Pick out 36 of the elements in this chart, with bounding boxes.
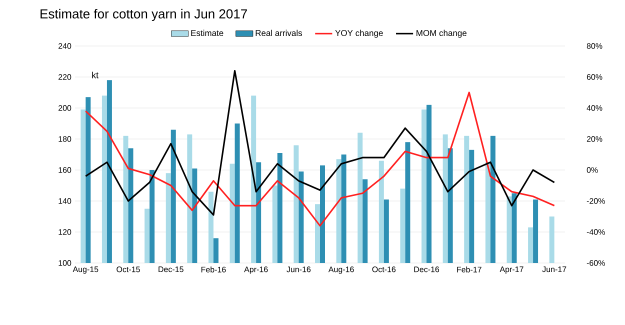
annotation: kt <box>92 72 98 78</box>
x-tick-label: Oct-15 <box>116 266 140 272</box>
x-tick-label: Aug-15 <box>72 266 98 274</box>
x-tick-label: Apr-17 <box>500 266 524 274</box>
chart-title: Estimate for cotton yarn in Jun 2017 <box>40 8 247 22</box>
y-tick-label: 240 <box>58 43 72 49</box>
y2-tick-label: 0% <box>586 167 598 173</box>
legend-label: YOY change <box>335 30 383 38</box>
x-tick-label: Jun-17 <box>542 266 566 272</box>
y2-tick-label: 60% <box>586 74 602 80</box>
legend-label: Estimate <box>191 30 224 36</box>
y-tick-label: 100 <box>58 260 72 266</box>
line-series <box>84 70 556 216</box>
x-tick-label: Aug-16 <box>328 266 354 274</box>
legend-label: Real arrivals <box>256 30 302 36</box>
y2-tick-label: -60% <box>586 260 605 266</box>
y-tick-label: 140 <box>58 198 72 204</box>
y-tick-label: 160 <box>58 167 72 173</box>
y2-tick-label: -20% <box>586 198 605 204</box>
x-tick-label: Oct-16 <box>372 266 396 272</box>
y2-tick-label: 80% <box>586 43 602 49</box>
y-tick-label: 180 <box>58 136 72 142</box>
x-tick-label: Dec-16 <box>414 266 440 272</box>
legend-label: MOM change <box>416 30 467 38</box>
x-tick-label: Feb-17 <box>457 266 482 272</box>
y2-tick-label: -40% <box>586 229 605 235</box>
y-tick-label: 120 <box>58 229 72 235</box>
x-tick-label: Dec-15 <box>158 266 184 272</box>
x-tick-label: Jun-16 <box>286 266 311 272</box>
x-tick-label: Apr-16 <box>244 266 268 274</box>
y2-tick-label: 20% <box>586 136 602 142</box>
y2-tick-label: 40% <box>586 105 602 111</box>
y-tick-label: 220 <box>58 74 72 80</box>
x-tick-label: Feb-16 <box>201 266 226 272</box>
line-series <box>84 92 556 227</box>
y-tick-label: 200 <box>58 105 72 111</box>
